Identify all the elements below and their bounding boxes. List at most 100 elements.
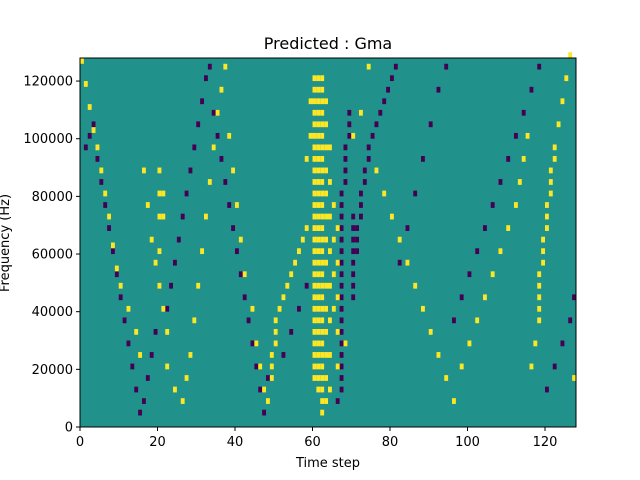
heatmap-cell-low [238, 271, 243, 278]
heatmap-cell-high [320, 75, 325, 82]
heatmap-cell-high [320, 121, 325, 128]
heatmap-cell-high [328, 282, 332, 289]
x-tick-label: 40 [227, 435, 244, 450]
heatmap-cell-high [215, 109, 220, 116]
y-axis-label: Frequency (Hz) [0, 194, 13, 292]
heatmap-cell-high [316, 156, 321, 162]
heatmap-cell-low [87, 132, 92, 139]
heatmap-cell-low [370, 132, 375, 139]
heatmap-cell-high [196, 282, 201, 289]
heatmap-cell-high [316, 86, 321, 93]
heatmap-cell-low [339, 340, 344, 347]
heatmap-cell-high [537, 317, 542, 324]
heatmap-cell-high [320, 179, 325, 185]
heatmap-cell-high [184, 375, 189, 381]
heatmap-cell-high [320, 236, 325, 243]
heatmap-cell-low [126, 340, 131, 347]
heatmap-cell-high [459, 363, 464, 370]
heatmap-cell-low [366, 156, 371, 162]
heatmap-cell-high [328, 248, 332, 255]
heatmap-cell-low [339, 259, 344, 266]
heatmap-cell-low [343, 167, 348, 174]
heatmap-cell-high [126, 305, 131, 312]
heatmap-cell-high [258, 363, 263, 370]
heatmap-cell-low [397, 259, 402, 266]
heatmap-cell-low [537, 63, 542, 70]
heatmap-cell-high [312, 328, 317, 335]
x-tick-label: 0 [76, 435, 84, 450]
heatmap-cell-high [537, 271, 542, 278]
heatmap-cell-low [339, 236, 344, 243]
heatmap-cell-high [312, 317, 317, 324]
heatmap-cell-low [149, 352, 154, 358]
heatmap-cell-high [525, 132, 530, 139]
heatmap-cell-high [390, 213, 394, 220]
heatmap-cell-low [390, 75, 394, 82]
heatmap-cell-high [320, 213, 325, 220]
heatmap-cell-low [444, 63, 449, 70]
heatmap-cell-high [564, 75, 569, 82]
heatmap-cell-low [347, 132, 352, 139]
heatmap-cell-high [80, 58, 84, 64]
heatmap-cell-high [308, 98, 313, 105]
heatmap-cell-high [254, 340, 259, 347]
heatmap-cell-low [483, 225, 487, 231]
heatmap-cell-high [324, 121, 329, 128]
heatmap-cell-high [320, 317, 325, 324]
heatmap-cell-low [428, 121, 433, 128]
heatmap-cell-high [320, 409, 325, 416]
heatmap-cell-high [153, 259, 158, 266]
heatmap-cell-high [219, 86, 224, 93]
heatmap-cell-low [122, 317, 127, 324]
heatmap-cell-high [548, 190, 553, 197]
heatmap-cell-low [103, 202, 108, 208]
heatmap-cell-high [95, 144, 100, 151]
heatmap-cell-low [134, 386, 139, 393]
heatmap-cell-high [324, 190, 329, 197]
heatmap-cell-low [339, 305, 344, 312]
heatmap-cell-high [316, 375, 321, 381]
heatmap-cell-high [541, 236, 546, 243]
heatmap-cell-high [165, 328, 170, 335]
chart-title: Predicted : Gma [264, 34, 392, 53]
heatmap-cell-high [316, 109, 321, 116]
heatmap-cell-high [320, 363, 325, 370]
heatmap-cell-high [312, 259, 317, 266]
heatmap-cell-high [320, 86, 325, 93]
heatmap-cell-high [227, 132, 232, 139]
heatmap-cell-high [498, 248, 503, 255]
heatmap-cell-high [556, 121, 561, 128]
heatmap-cell-high [572, 375, 577, 381]
heatmap-cell-high [204, 213, 208, 220]
heatmap-cell-high [548, 167, 553, 174]
heatmap-cell-high [316, 271, 321, 278]
heatmap-cell-low [339, 294, 344, 301]
heatmap-cell-high [161, 213, 166, 220]
heatmap-cell-low [359, 213, 363, 220]
heatmap-cell-low [339, 386, 344, 393]
heatmap-cell-high [467, 340, 472, 347]
heatmap-cell-high [316, 190, 321, 197]
heatmap-cell-low [514, 132, 518, 139]
heatmap-cell-high [320, 202, 325, 208]
heatmap-cell-high [529, 363, 534, 370]
heatmap-cell-low [339, 271, 344, 278]
heatmap-cell-high [343, 340, 348, 347]
heatmap-cell-high [545, 213, 549, 220]
heatmap-cell-low [192, 144, 197, 151]
heatmap-cell-high [91, 127, 96, 133]
heatmap-cell-high [452, 398, 456, 404]
heatmap-cell-low [297, 305, 301, 312]
heatmap-cell-low [266, 375, 270, 381]
heatmap-cell-high [320, 386, 325, 393]
heatmap-cell-low [204, 75, 208, 82]
heatmap-cell-high [285, 282, 290, 289]
heatmap-cell-high [312, 75, 317, 82]
heatmap-cell-low [211, 109, 216, 116]
heatmap-cell-high [277, 305, 282, 312]
heatmap-cell-high [568, 52, 573, 58]
heatmap-cell-low [289, 328, 294, 335]
heatmap-cell-high [328, 179, 332, 185]
heatmap-cell-high [269, 375, 274, 381]
heatmap-cell-high [211, 144, 216, 151]
